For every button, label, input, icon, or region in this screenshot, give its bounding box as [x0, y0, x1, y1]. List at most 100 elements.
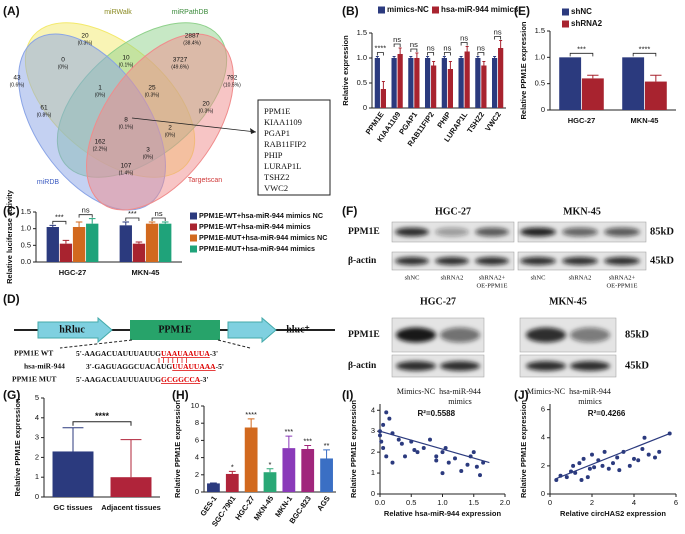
significance-label: ns [427, 43, 435, 52]
bar [282, 448, 296, 492]
y-tick-label: 6 [195, 435, 199, 444]
bar [424, 58, 431, 108]
significance-bracket [632, 52, 657, 57]
y-axis-label: Relative PPM1E expression [519, 21, 528, 119]
x-axis-label: Relative hsa-miR-944 expression [384, 509, 502, 518]
blot-band [562, 257, 598, 265]
y-tick-label: 1.0 [535, 52, 545, 61]
bar [225, 473, 239, 492]
significance-bracket [569, 52, 594, 57]
point [428, 437, 432, 442]
significance-label: **** [95, 411, 110, 421]
legend-label: PPM1E-WT+hsa-miR-944 mimics NC [199, 211, 323, 220]
lane-label: shRNA2 [569, 274, 592, 281]
point [657, 449, 662, 454]
bar [110, 477, 152, 497]
bar [644, 81, 667, 110]
cell-line: HGC-27 [420, 296, 456, 307]
venn-percent: (0%) [95, 92, 106, 98]
bar [481, 65, 487, 108]
y-axis-label: Relative PPM1E expression [519, 400, 528, 498]
significance-bracket [151, 217, 166, 221]
bar [207, 483, 220, 492]
significance-bracket [460, 42, 468, 46]
sequence-part: -3' [210, 349, 218, 358]
error-bar [122, 221, 130, 226]
legend-swatch [190, 223, 197, 231]
bar [119, 225, 132, 262]
seed-region: GCGGCCA [161, 375, 201, 384]
significance-bracket [494, 36, 502, 40]
trend-line [379, 430, 490, 464]
point [617, 468, 622, 473]
significance-label: ns [410, 40, 418, 49]
venn-percent: (0%) [58, 64, 69, 70]
point [646, 452, 651, 457]
venn-set-label: miRWalk [104, 9, 132, 16]
error-bar [465, 46, 469, 52]
point [577, 461, 582, 466]
lane-label: mimics [578, 397, 602, 406]
lane-label: Mimics-NC [397, 387, 435, 396]
significance-bracket [393, 43, 401, 47]
bar [59, 243, 73, 262]
legend-swatch [378, 6, 385, 14]
row-label: PPM1E [348, 330, 380, 340]
venn-percent: (0.8%) [37, 112, 52, 118]
size-label: 85kD [625, 329, 649, 340]
row-label: β-actin [348, 361, 377, 371]
x-tick-label: GC tissues [53, 503, 92, 512]
panel-label: (F) [342, 204, 357, 218]
gene: PGAP1 [264, 128, 290, 138]
point [381, 445, 386, 450]
arrow-head [250, 128, 256, 134]
error-bar [285, 435, 293, 449]
point [579, 477, 584, 482]
y-tick-label: 0 [541, 489, 545, 498]
bar [52, 451, 94, 497]
point [581, 456, 586, 461]
error-bar [304, 445, 312, 449]
y-tick-label: 0 [541, 105, 545, 114]
point [571, 463, 576, 468]
y-tick-label: 1 [35, 472, 39, 481]
error-bar [120, 439, 142, 478]
y-axis-label: Relative expression [341, 35, 350, 106]
bar [491, 58, 498, 108]
significance-bracket [78, 214, 93, 218]
error-bar [415, 52, 419, 58]
r-squared: R²=0.5588 [418, 409, 456, 418]
venn-percent: (49.6%) [171, 64, 189, 70]
y-tick-label: 4 [541, 433, 545, 442]
y-tick-label: 2 [541, 461, 545, 470]
x-tick-label: AGS [315, 494, 332, 512]
blot-band [435, 257, 469, 265]
arrow [131, 117, 257, 133]
y-tick-label: 4 [195, 453, 199, 462]
y-axis-label: Relative PPM1E expression [173, 400, 182, 498]
point [587, 466, 592, 471]
blot-band [440, 361, 480, 371]
point [636, 458, 641, 463]
point [592, 465, 597, 470]
significance-bracket [410, 48, 418, 52]
point [378, 433, 382, 438]
y-tick-label: 4 [371, 405, 375, 414]
bar [475, 58, 481, 108]
error-bar [476, 56, 480, 58]
error-bar [375, 56, 379, 58]
venn-percent: (0%) [143, 154, 154, 160]
error-bar [398, 47, 402, 54]
x-tick-label: HGC-27 [59, 268, 87, 277]
bar [380, 89, 387, 108]
size-label: 85kD [650, 226, 674, 237]
blot-band [475, 257, 509, 265]
panel-label: (B) [342, 4, 359, 18]
bar [622, 57, 645, 110]
venn-count: 792 [227, 75, 238, 82]
size-label: 45kD [625, 360, 649, 371]
error-bar [161, 221, 169, 224]
x-tick-label: TSHZ2 [465, 110, 486, 135]
venn-count: 25 [148, 85, 156, 92]
panel-label: (C) [3, 204, 20, 218]
